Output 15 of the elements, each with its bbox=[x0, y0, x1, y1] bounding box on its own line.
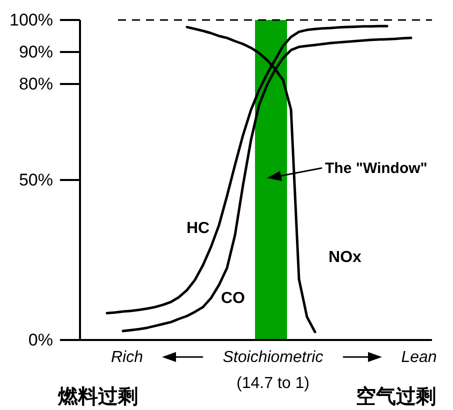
text: Rich bbox=[110, 349, 144, 366]
series-label: NOx bbox=[328, 249, 362, 266]
text: 燃料过剩 bbox=[57, 386, 138, 408]
text: 空气过剩 bbox=[356, 385, 436, 408]
annotation: The "Window" bbox=[325, 160, 428, 177]
y-tick-label: 50% bbox=[18, 170, 53, 190]
y-tick-label: 90% bbox=[18, 42, 53, 62]
series-label: CO bbox=[221, 290, 245, 307]
series-label: HC bbox=[186, 220, 210, 237]
text: (14.7 to 1) bbox=[236, 375, 310, 392]
x-axis-title: Stoichiometric bbox=[222, 349, 324, 366]
y-tick-label: 100% bbox=[10, 10, 53, 30]
text: Lean bbox=[401, 349, 437, 366]
y-tick-label: 80% bbox=[18, 74, 53, 94]
y-tick-label: 0% bbox=[28, 330, 53, 350]
